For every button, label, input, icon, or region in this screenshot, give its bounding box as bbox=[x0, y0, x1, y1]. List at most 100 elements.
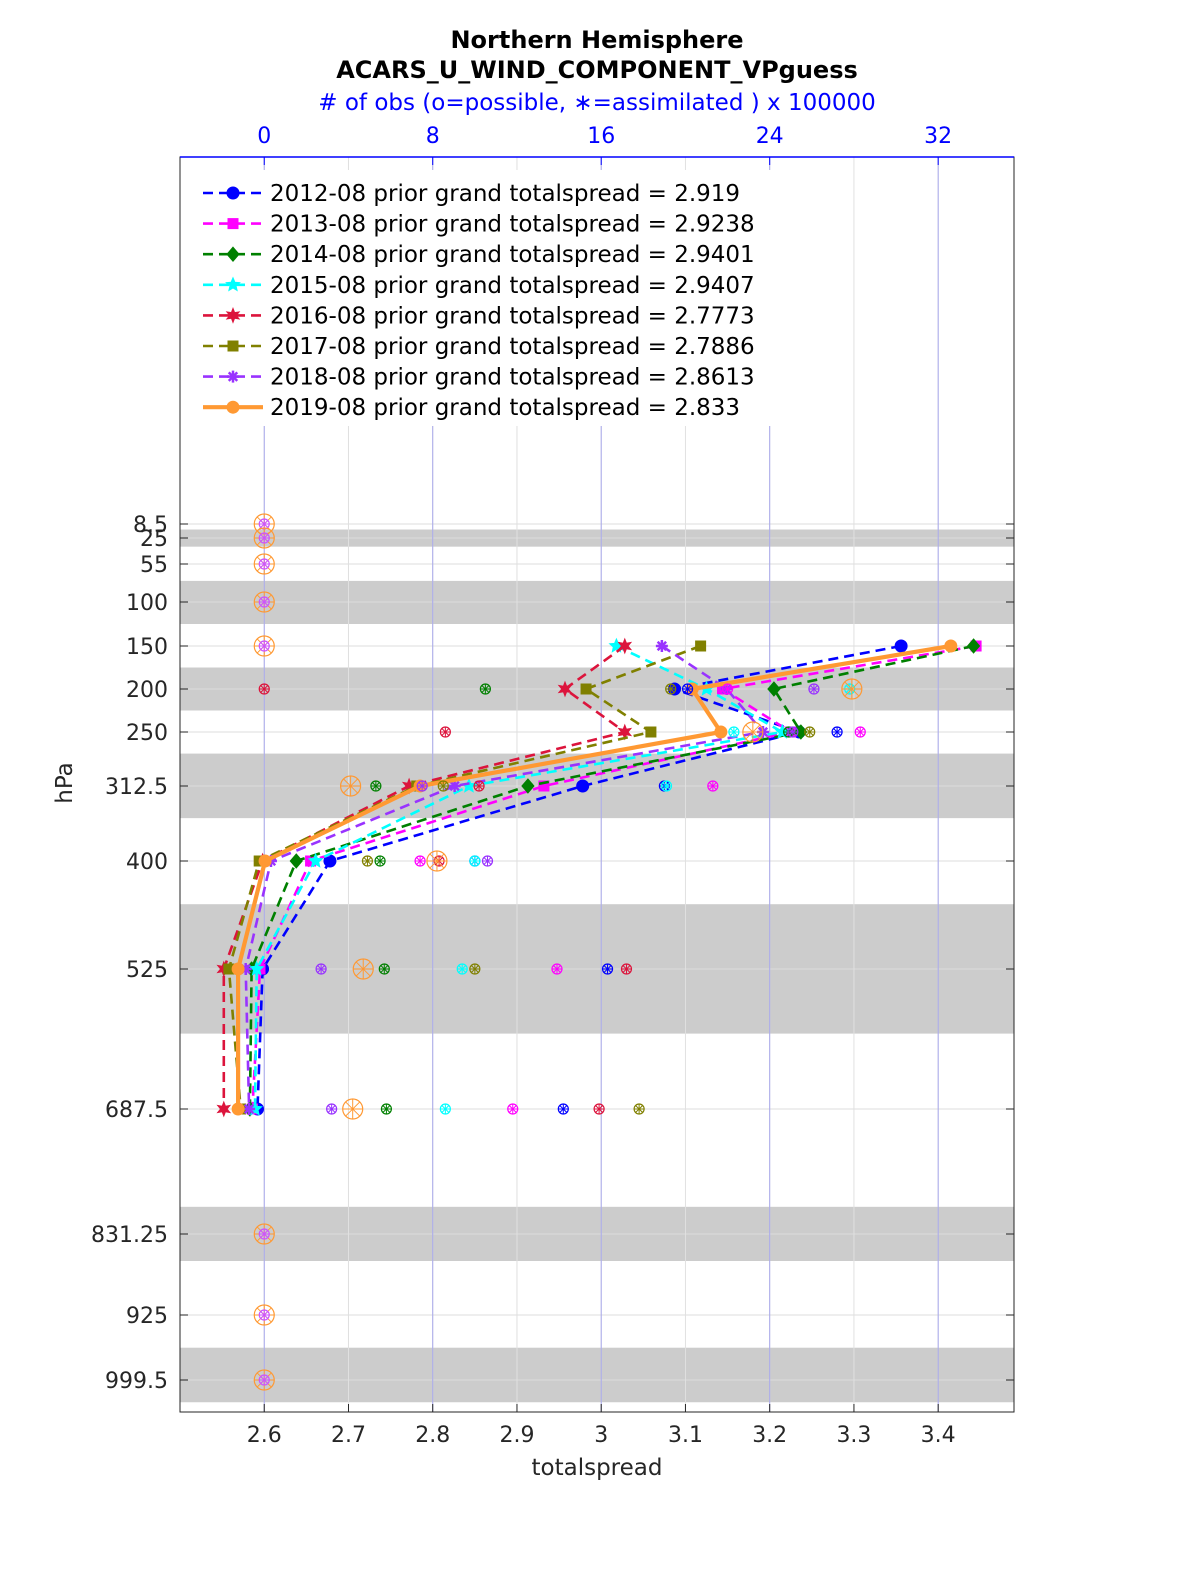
obs-assimilated-stroke bbox=[376, 857, 384, 865]
obs-assimilated-stroke bbox=[553, 965, 561, 973]
data-point-shape bbox=[767, 681, 781, 697]
y-tick-label: 400 bbox=[126, 850, 168, 875]
obs-assimilated-stroke bbox=[635, 1105, 644, 1113]
y-tick-label: 525 bbox=[126, 958, 168, 983]
obs-assimilated-marker bbox=[808, 684, 819, 694]
obs-assimilated-marker bbox=[370, 781, 381, 791]
data-point-shape bbox=[894, 639, 908, 653]
x-tick-label: 3.2 bbox=[752, 1423, 787, 1448]
data-point bbox=[894, 639, 908, 653]
tick-labels: 2.6 2.7 2.8 2.9 3 3.1 3.2 3.3 3.4 0 8 16 24 32 8.52555… bbox=[91, 124, 956, 1448]
obs-assimilated-marker bbox=[742, 722, 763, 742]
obs-assimilated-marker bbox=[381, 1104, 392, 1114]
obs-assimilated-marker bbox=[438, 781, 449, 791]
data-point-shape bbox=[580, 683, 592, 695]
legend-marker bbox=[227, 340, 239, 352]
obs-assimilated-marker bbox=[551, 964, 562, 974]
obs-assimilated-stroke bbox=[683, 685, 692, 693]
obs-assimilated-marker bbox=[602, 964, 613, 974]
obs-assimilated-stroke bbox=[622, 965, 631, 973]
obs-assimilated-stroke bbox=[355, 961, 371, 977]
obs-assimilated-stroke bbox=[343, 778, 359, 794]
obs-assimilated-stroke bbox=[260, 1376, 269, 1384]
legend-entry-label: 2017-08 prior grand totalspread = 2.7886 bbox=[270, 334, 755, 360]
data-point-shape bbox=[231, 1102, 245, 1116]
series-line bbox=[256, 644, 902, 1110]
shaded-band bbox=[180, 1347, 1014, 1403]
obs-assimilated-stroke bbox=[603, 965, 612, 973]
obs-assimilated-stroke bbox=[327, 1105, 336, 1113]
data-point-shape bbox=[216, 1100, 232, 1118]
x-tick-label: 2.9 bbox=[499, 1423, 534, 1448]
legend-marker-shape bbox=[226, 246, 240, 262]
y-tick-label: 687.5 bbox=[105, 1098, 168, 1123]
data-point bbox=[289, 853, 303, 869]
legend-marker bbox=[225, 276, 241, 292]
data-point bbox=[557, 680, 573, 698]
legend-marker-shape bbox=[227, 340, 239, 352]
y-tick-label: 100 bbox=[126, 591, 168, 616]
obs-assimilated-stroke bbox=[470, 965, 479, 973]
data-point bbox=[216, 1100, 232, 1118]
x-axis-label: totalspread bbox=[532, 1455, 663, 1481]
y-axis-label: hPa bbox=[52, 762, 78, 804]
legend-entry-label: 2013-08 prior grand totalspread = 2.9238 bbox=[270, 212, 755, 238]
data-point-stroke bbox=[656, 640, 667, 652]
obs-assimilated-marker bbox=[415, 856, 426, 866]
obs-assimilated-stroke bbox=[260, 685, 269, 693]
data-point-shape bbox=[231, 962, 245, 976]
obs-assimilated-marker bbox=[594, 1104, 605, 1114]
legend-marker bbox=[226, 246, 240, 262]
data-point-shape bbox=[557, 680, 573, 698]
obs-assimilated-stroke bbox=[662, 782, 671, 790]
legend-marker-shape bbox=[225, 276, 241, 292]
obs-assimilated-marker bbox=[375, 856, 386, 866]
x-tick-label: 3.3 bbox=[836, 1423, 871, 1448]
obs-assimilated-marker bbox=[259, 559, 270, 569]
legend-marker-shape bbox=[225, 306, 241, 324]
data-point-shape bbox=[714, 725, 728, 739]
obs-assimilated-marker bbox=[634, 1104, 645, 1114]
data-point-shape bbox=[289, 853, 303, 869]
obs-assimilated-stroke bbox=[458, 965, 467, 973]
obs-assimilated-marker bbox=[259, 1310, 270, 1320]
obs-assimilated-marker bbox=[259, 519, 270, 529]
obs-assimilated-marker bbox=[480, 684, 491, 694]
obs-assimilated-marker bbox=[682, 684, 693, 694]
obs-assimilated-stroke bbox=[805, 728, 814, 736]
legend-marker-stroke bbox=[227, 371, 239, 382]
data-point bbox=[231, 962, 245, 976]
series-line bbox=[251, 644, 977, 1110]
series-line bbox=[253, 644, 784, 1110]
data-point-stroke bbox=[449, 780, 460, 792]
series-line bbox=[248, 644, 974, 1110]
data-point bbox=[258, 854, 272, 868]
obs-assimilated-stroke bbox=[730, 728, 738, 736]
series-line bbox=[227, 644, 702, 1110]
obs-assimilated-marker bbox=[316, 964, 327, 974]
chart-subtitle: ACARS_U_WIND_COMPONENT_VPguess bbox=[336, 56, 858, 84]
obs-assimilated-stroke bbox=[708, 782, 717, 790]
obs-assimilated-stroke bbox=[260, 534, 269, 542]
data-point bbox=[231, 1102, 245, 1116]
data-point bbox=[521, 778, 535, 794]
obs-assimilated-marker bbox=[482, 856, 493, 866]
obs-assimilated-stroke bbox=[481, 685, 490, 693]
x-tick-label: 2.6 bbox=[247, 1423, 282, 1448]
obs-assimilated-marker bbox=[855, 727, 866, 737]
obs-assimilated-marker bbox=[722, 684, 733, 694]
data-point bbox=[538, 780, 550, 792]
obs-assimilated-stroke bbox=[260, 1230, 269, 1238]
top-tick-label: 24 bbox=[756, 124, 784, 149]
top-tick-label: 8 bbox=[426, 124, 440, 149]
obs-assimilated-marker bbox=[379, 964, 390, 974]
obs-assimilated-marker bbox=[259, 684, 270, 694]
obs-assimilated-marker bbox=[342, 1099, 363, 1119]
obs-assimilated-stroke bbox=[418, 782, 427, 790]
obs-assimilated-stroke bbox=[439, 782, 448, 790]
series-lines bbox=[216, 637, 982, 1118]
legend-entry-label: 2016-08 prior grand totalspread = 2.7773 bbox=[270, 303, 755, 329]
obs-assimilated-marker bbox=[340, 776, 361, 796]
chart-title: Northern Hemisphere bbox=[450, 26, 743, 54]
obs-assimilated-stroke bbox=[441, 728, 450, 736]
